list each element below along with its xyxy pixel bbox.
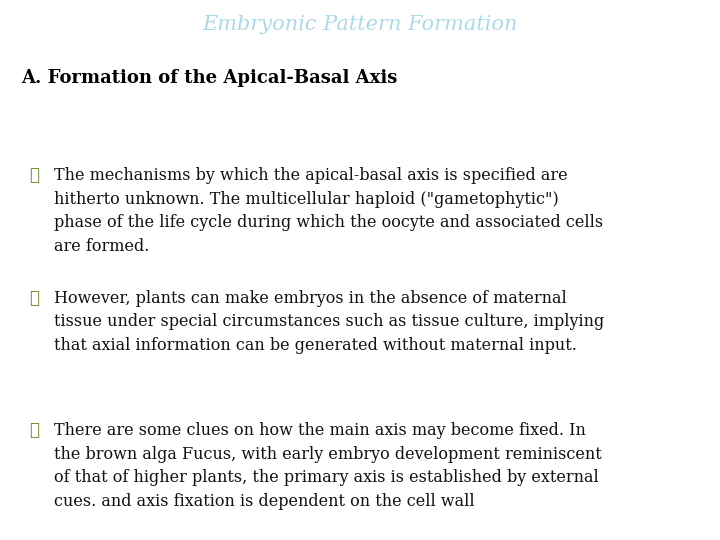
Text: There are some clues on how the main axis may become fixed. In
the brown alga Fu: There are some clues on how the main axi…	[54, 422, 602, 510]
Text: Embryonic Pattern Formation: Embryonic Pattern Formation	[202, 15, 518, 35]
Text: ✓: ✓	[30, 422, 40, 440]
Text: The mechanisms by which the apical-basal axis is specified are
hitherto unknown.: The mechanisms by which the apical-basal…	[54, 167, 603, 255]
Text: A. Formation of the Apical-Basal Axis: A. Formation of the Apical-Basal Axis	[22, 69, 398, 87]
Text: ✓: ✓	[30, 167, 40, 184]
Text: ✓: ✓	[30, 290, 40, 307]
Text: However, plants can make embryos in the absence of maternal
tissue under special: However, plants can make embryos in the …	[54, 290, 604, 354]
